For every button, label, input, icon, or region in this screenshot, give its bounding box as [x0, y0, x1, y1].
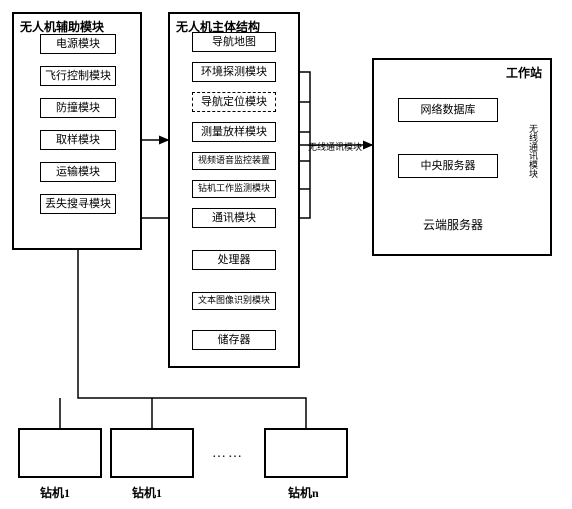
node-m3-label: 导航定位模块: [201, 96, 267, 108]
node-m9: 文本图像识别模块: [192, 292, 276, 310]
node-m10-label: 储存器: [218, 334, 251, 346]
node-aux3-label: 防撞模块: [56, 102, 100, 114]
node-m5-label: 视频语音监控装置: [198, 156, 270, 166]
node-m9-label: 文本图像识别模块: [198, 296, 270, 306]
node-ws2-label: 中央服务器: [421, 160, 476, 172]
node-m4: 测量放样模块: [192, 122, 276, 142]
node-m1-label: 导航地图: [212, 36, 256, 48]
drill-box-1: [18, 428, 102, 478]
node-m4-label: 测量放样模块: [201, 126, 267, 138]
node-aux3: 防撞模块: [40, 98, 116, 118]
node-m8-label: 处理器: [218, 254, 251, 266]
drill-label-n: 钻机n: [288, 484, 319, 501]
group-ws-title: 工作站: [506, 64, 542, 81]
node-m7-label: 通讯模块: [212, 212, 256, 224]
node-aux4-label: 取样模块: [56, 134, 100, 146]
node-m2-label: 环境探测模块: [201, 66, 267, 78]
node-m5: 视频语音监控装置: [192, 152, 276, 170]
node-m3: 导航定位模块: [192, 92, 276, 112]
ellipsis: ……: [212, 446, 244, 462]
node-cloud-label: 云端服务器: [423, 216, 483, 233]
node-cloud-server: 云端服务器: [398, 204, 508, 244]
node-m1: 导航地图: [192, 32, 276, 52]
drill-box-2: [110, 428, 194, 478]
node-m7: 通讯模块: [192, 208, 276, 228]
annotation-wireless: 无线通讯模块: [308, 140, 362, 153]
group-aux-title: 无人机辅助模块: [20, 18, 104, 35]
drill-box-n: [264, 428, 348, 478]
annotation-wired: 无线通讯模块: [528, 124, 537, 178]
node-aux4: 取样模块: [40, 130, 116, 150]
drill-label-2: 钻机1: [132, 484, 162, 501]
node-aux6: 丢失搜寻模块: [40, 194, 116, 214]
node-aux1: 电源模块: [40, 34, 116, 54]
node-aux1-label: 电源模块: [56, 38, 100, 50]
node-aux2-label: 飞行控制模块: [45, 70, 111, 82]
node-m2: 环境探测模块: [192, 62, 276, 82]
node-m8: 处理器: [192, 250, 276, 270]
node-aux5: 运输模块: [40, 162, 116, 182]
node-ws1-label: 网络数据库: [421, 104, 476, 116]
node-ws1: 网络数据库: [398, 98, 498, 122]
node-m10: 储存器: [192, 330, 276, 350]
node-aux6-label: 丢失搜寻模块: [45, 198, 111, 210]
node-m6: 钻机工作监测模块: [192, 180, 276, 198]
node-m6-label: 钻机工作监测模块: [198, 184, 270, 194]
node-aux5-label: 运输模块: [56, 166, 100, 178]
node-aux2: 飞行控制模块: [40, 66, 116, 86]
drill-label-1: 钻机1: [40, 484, 70, 501]
node-ws2: 中央服务器: [398, 154, 498, 178]
